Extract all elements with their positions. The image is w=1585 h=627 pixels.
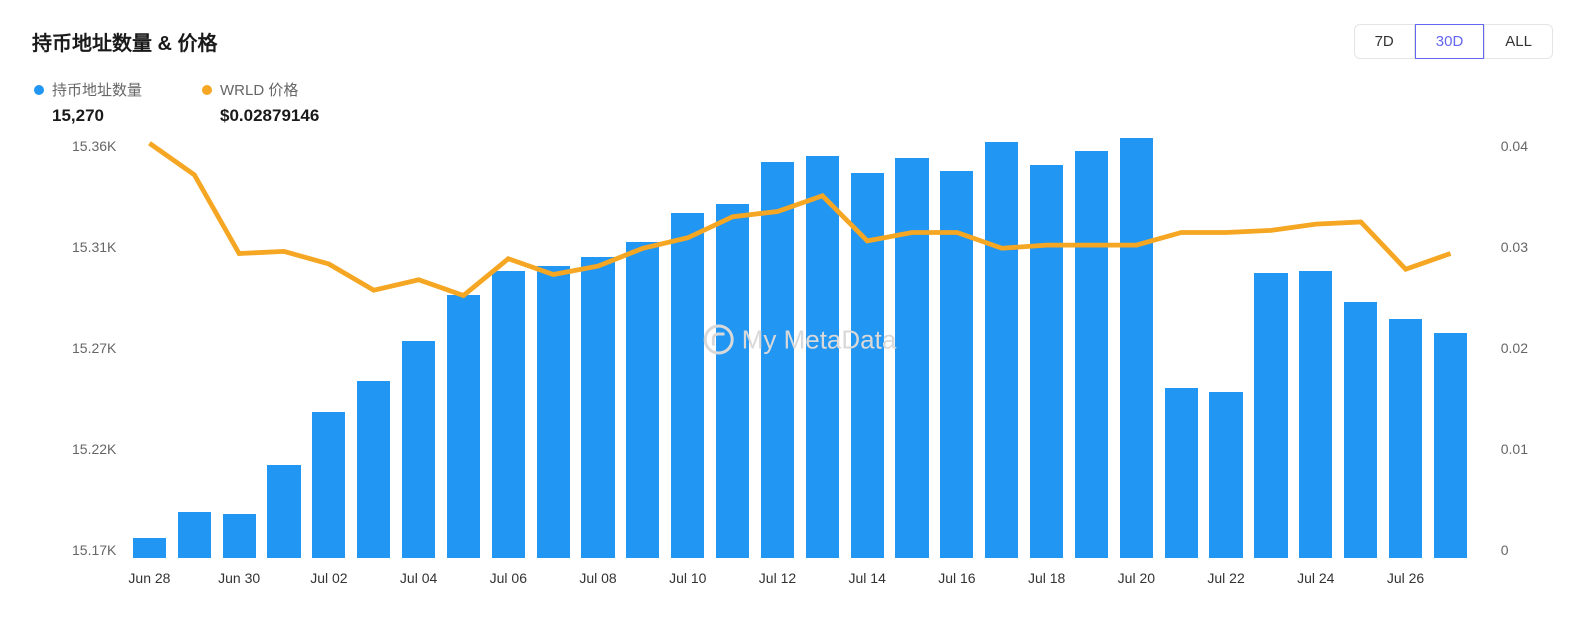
time-tab-30d[interactable]: 30D: [1415, 24, 1485, 59]
bar-slot: [1428, 138, 1473, 558]
bar-slot: [1338, 138, 1383, 558]
bar-slot: [1293, 138, 1338, 558]
bar[interactable]: [761, 162, 794, 558]
bar[interactable]: [806, 156, 839, 558]
legend-item-holders: 持币地址数量 15,270: [34, 79, 142, 126]
bar-slot: [890, 138, 935, 558]
legend-value-holders: 15,270: [34, 106, 142, 126]
bar[interactable]: [1389, 319, 1422, 558]
x-axis-ticks: Jun 28Jun 30Jul 02Jul 04Jul 06Jul 08Jul …: [127, 570, 1473, 586]
bar[interactable]: [985, 142, 1018, 558]
bar-slot: [441, 138, 486, 558]
bar[interactable]: [671, 213, 704, 558]
bar[interactable]: [492, 271, 525, 558]
bar-slot: [172, 138, 217, 558]
bar[interactable]: [312, 412, 345, 558]
bar-slot: [576, 138, 621, 558]
bar[interactable]: [537, 266, 570, 558]
legend-label-holders: 持币地址数量: [52, 79, 142, 100]
bar[interactable]: [267, 465, 300, 558]
bar[interactable]: [178, 512, 211, 558]
bar[interactable]: [1120, 138, 1153, 558]
y-left-ticks: 15.36K15.31K15.27K15.22K15.17K: [72, 138, 116, 558]
legend-value-price: $0.02879146: [202, 106, 319, 126]
bar-slot: [800, 138, 845, 558]
bar[interactable]: [133, 538, 166, 558]
bar[interactable]: [357, 381, 390, 558]
bar[interactable]: [940, 171, 973, 558]
bar[interactable]: [223, 514, 256, 558]
chart-title: 持币地址数量 & 价格: [32, 27, 218, 56]
bars-container: [127, 138, 1473, 558]
bar-slot: [262, 138, 307, 558]
bar-slot: [845, 138, 890, 558]
bar[interactable]: [1165, 388, 1198, 558]
bar-slot: [217, 138, 262, 558]
time-tab-7d[interactable]: 7D: [1354, 24, 1415, 59]
time-tab-all[interactable]: ALL: [1484, 24, 1553, 59]
bar-slot: [1383, 138, 1428, 558]
bar[interactable]: [402, 341, 435, 558]
legend-label-price: WRLD 价格: [220, 79, 298, 100]
bar-slot: [1069, 138, 1114, 558]
bar[interactable]: [1299, 271, 1332, 558]
bar-slot: [531, 138, 576, 558]
bar[interactable]: [1075, 151, 1108, 558]
legend-dot-holders: [34, 85, 44, 95]
bar[interactable]: [1209, 392, 1242, 558]
bar[interactable]: [1254, 273, 1287, 558]
bar[interactable]: [895, 158, 928, 558]
bar[interactable]: [626, 242, 659, 558]
bar-slot: [1024, 138, 1069, 558]
bar[interactable]: [1030, 165, 1063, 558]
legend-dot-price: [202, 85, 212, 95]
bar[interactable]: [1344, 302, 1377, 558]
legend-item-price: WRLD 价格 $0.02879146: [202, 79, 319, 126]
bar-slot: [755, 138, 800, 558]
bar[interactable]: [447, 295, 480, 558]
bar[interactable]: [851, 173, 884, 558]
bar-slot: [486, 138, 531, 558]
bar-slot: [396, 138, 441, 558]
y-right-ticks: 0.040.030.020.010: [1501, 138, 1528, 558]
bar-slot: [979, 138, 1024, 558]
bar[interactable]: [716, 204, 749, 558]
bar-slot: [1204, 138, 1249, 558]
bar-slot: [127, 138, 172, 558]
bar[interactable]: [581, 257, 614, 558]
chart-area: 持币地址数量 Token Price ($) 15.36K15.31K15.27…: [32, 138, 1553, 598]
time-range-tabs: 7D30DALL: [1354, 24, 1553, 59]
bar-slot: [934, 138, 979, 558]
bar-slot: [306, 138, 351, 558]
bar-slot: [620, 138, 665, 558]
plot-area: 15.36K15.31K15.27K15.22K15.17K 0.040.030…: [127, 138, 1473, 558]
bar-slot: [1114, 138, 1159, 558]
bar-slot: [1159, 138, 1204, 558]
bar-slot: [710, 138, 755, 558]
bar-slot: [665, 138, 710, 558]
bar-slot: [351, 138, 396, 558]
bar[interactable]: [1434, 333, 1467, 558]
legend: 持币地址数量 15,270 WRLD 价格 $0.02879146: [32, 79, 1553, 126]
bar-slot: [1248, 138, 1293, 558]
